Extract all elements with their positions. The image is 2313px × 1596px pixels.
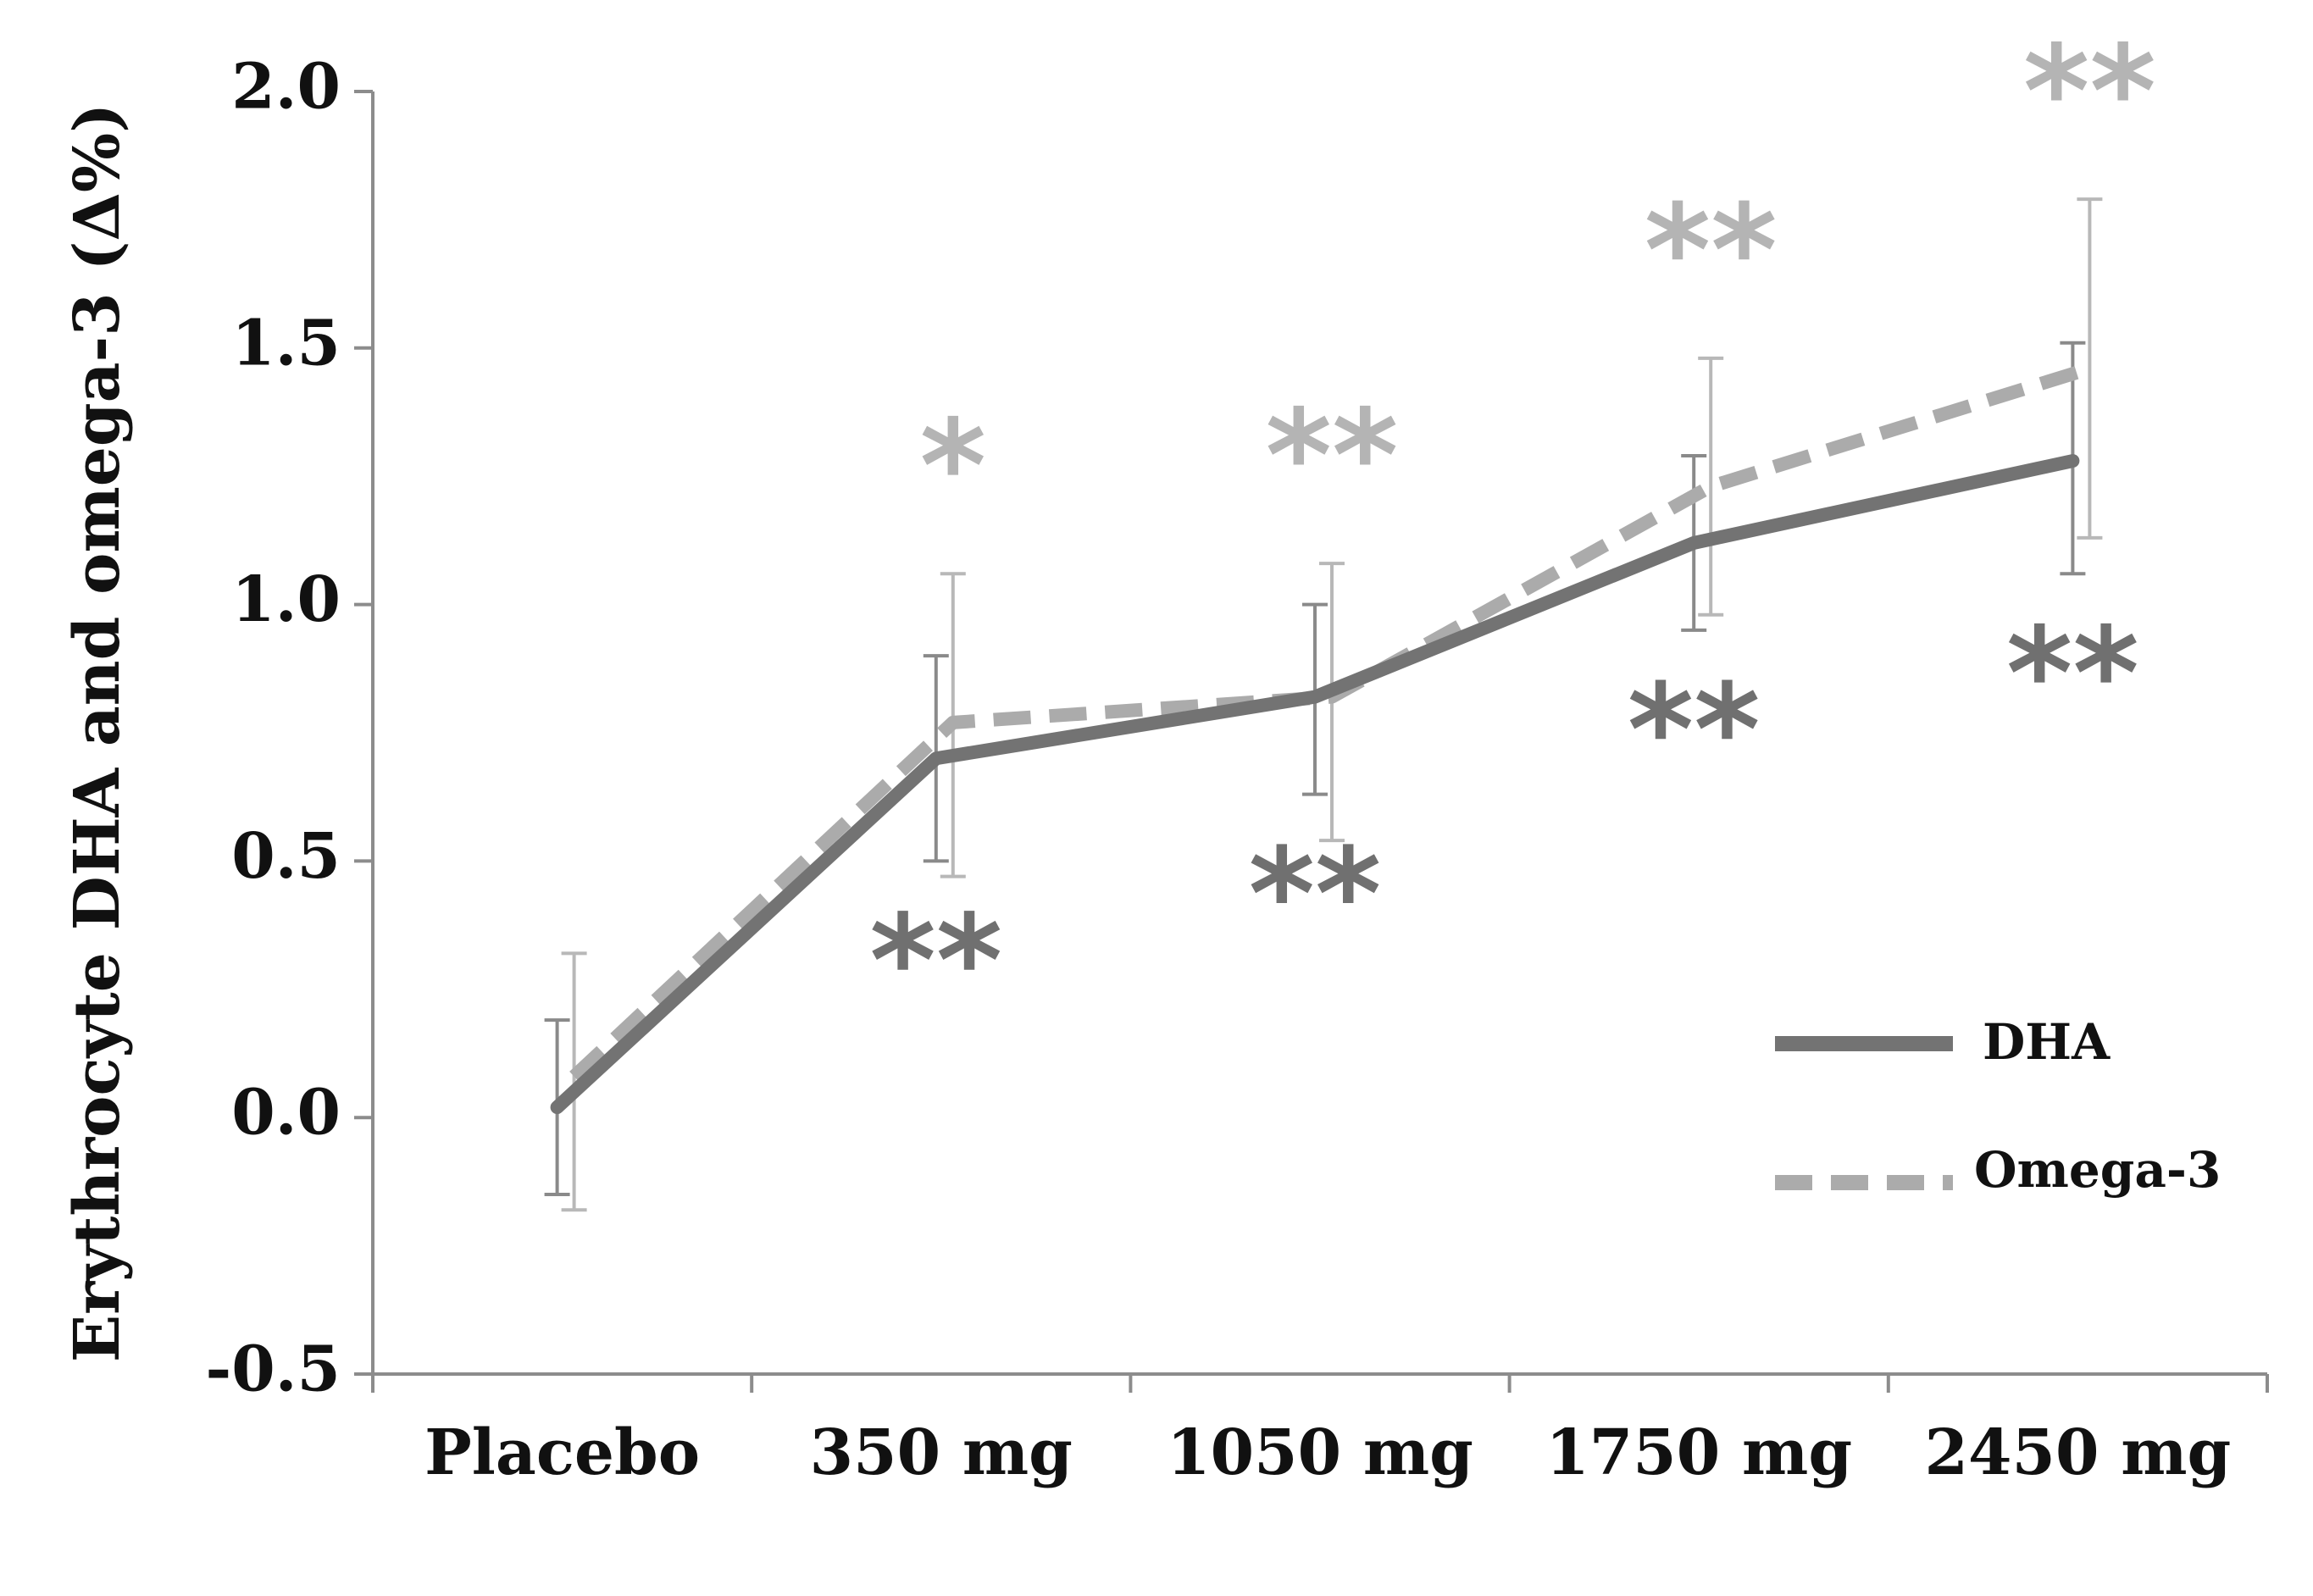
x-tick-label: 1050 mg <box>1167 1416 1473 1489</box>
series-line-dha <box>550 454 2080 1115</box>
x-tick-label: 350 mg <box>810 1416 1073 1489</box>
y-tick-label: 2.0 <box>231 51 341 124</box>
x-ticks: Placebo 350 mg 1050 mg 1750 mg 2450 mg <box>371 1374 2269 1489</box>
significance-marker: * <box>920 393 986 540</box>
y-ticks: 2.0 1.5 1.0 0.5 0.0 -0.5 <box>206 51 373 1406</box>
y-axis-label: Erythrocyte DHA and omega-3 (Δ%) <box>61 103 134 1362</box>
legend-label-dha: DHA <box>1983 1013 2111 1071</box>
error-bars <box>544 197 2103 1212</box>
significance-marker: ** <box>1249 822 1382 969</box>
legend-label-omega3: Omega-3 <box>1974 1141 2221 1199</box>
y-tick-label: 0.5 <box>231 820 341 893</box>
series-lines <box>550 362 2092 1115</box>
y-tick-label: 1.5 <box>231 307 341 380</box>
y-tick-label: -0.5 <box>206 1333 341 1406</box>
x-tick-label: 2450 mg <box>1925 1416 2232 1489</box>
legend: DHA Omega-3 <box>1775 1013 2221 1199</box>
significance-markers: ** **** *** ****** <box>869 19 2155 1035</box>
significance-marker: ** <box>1628 657 1761 805</box>
y-tick-label: 0.0 <box>231 1077 341 1150</box>
significance-marker: ** <box>1645 178 1778 325</box>
significance-marker: ** <box>869 888 1002 1035</box>
significance-marker: ** <box>2006 601 2139 748</box>
y-tick-label: 1.0 <box>231 563 341 636</box>
x-tick-label: Placebo <box>424 1416 700 1489</box>
x-tick-label: 1750 mg <box>1545 1416 1852 1489</box>
significance-marker: ** <box>2023 19 2156 166</box>
significance-marker: ** <box>1266 383 1399 530</box>
axes <box>371 91 2267 1376</box>
